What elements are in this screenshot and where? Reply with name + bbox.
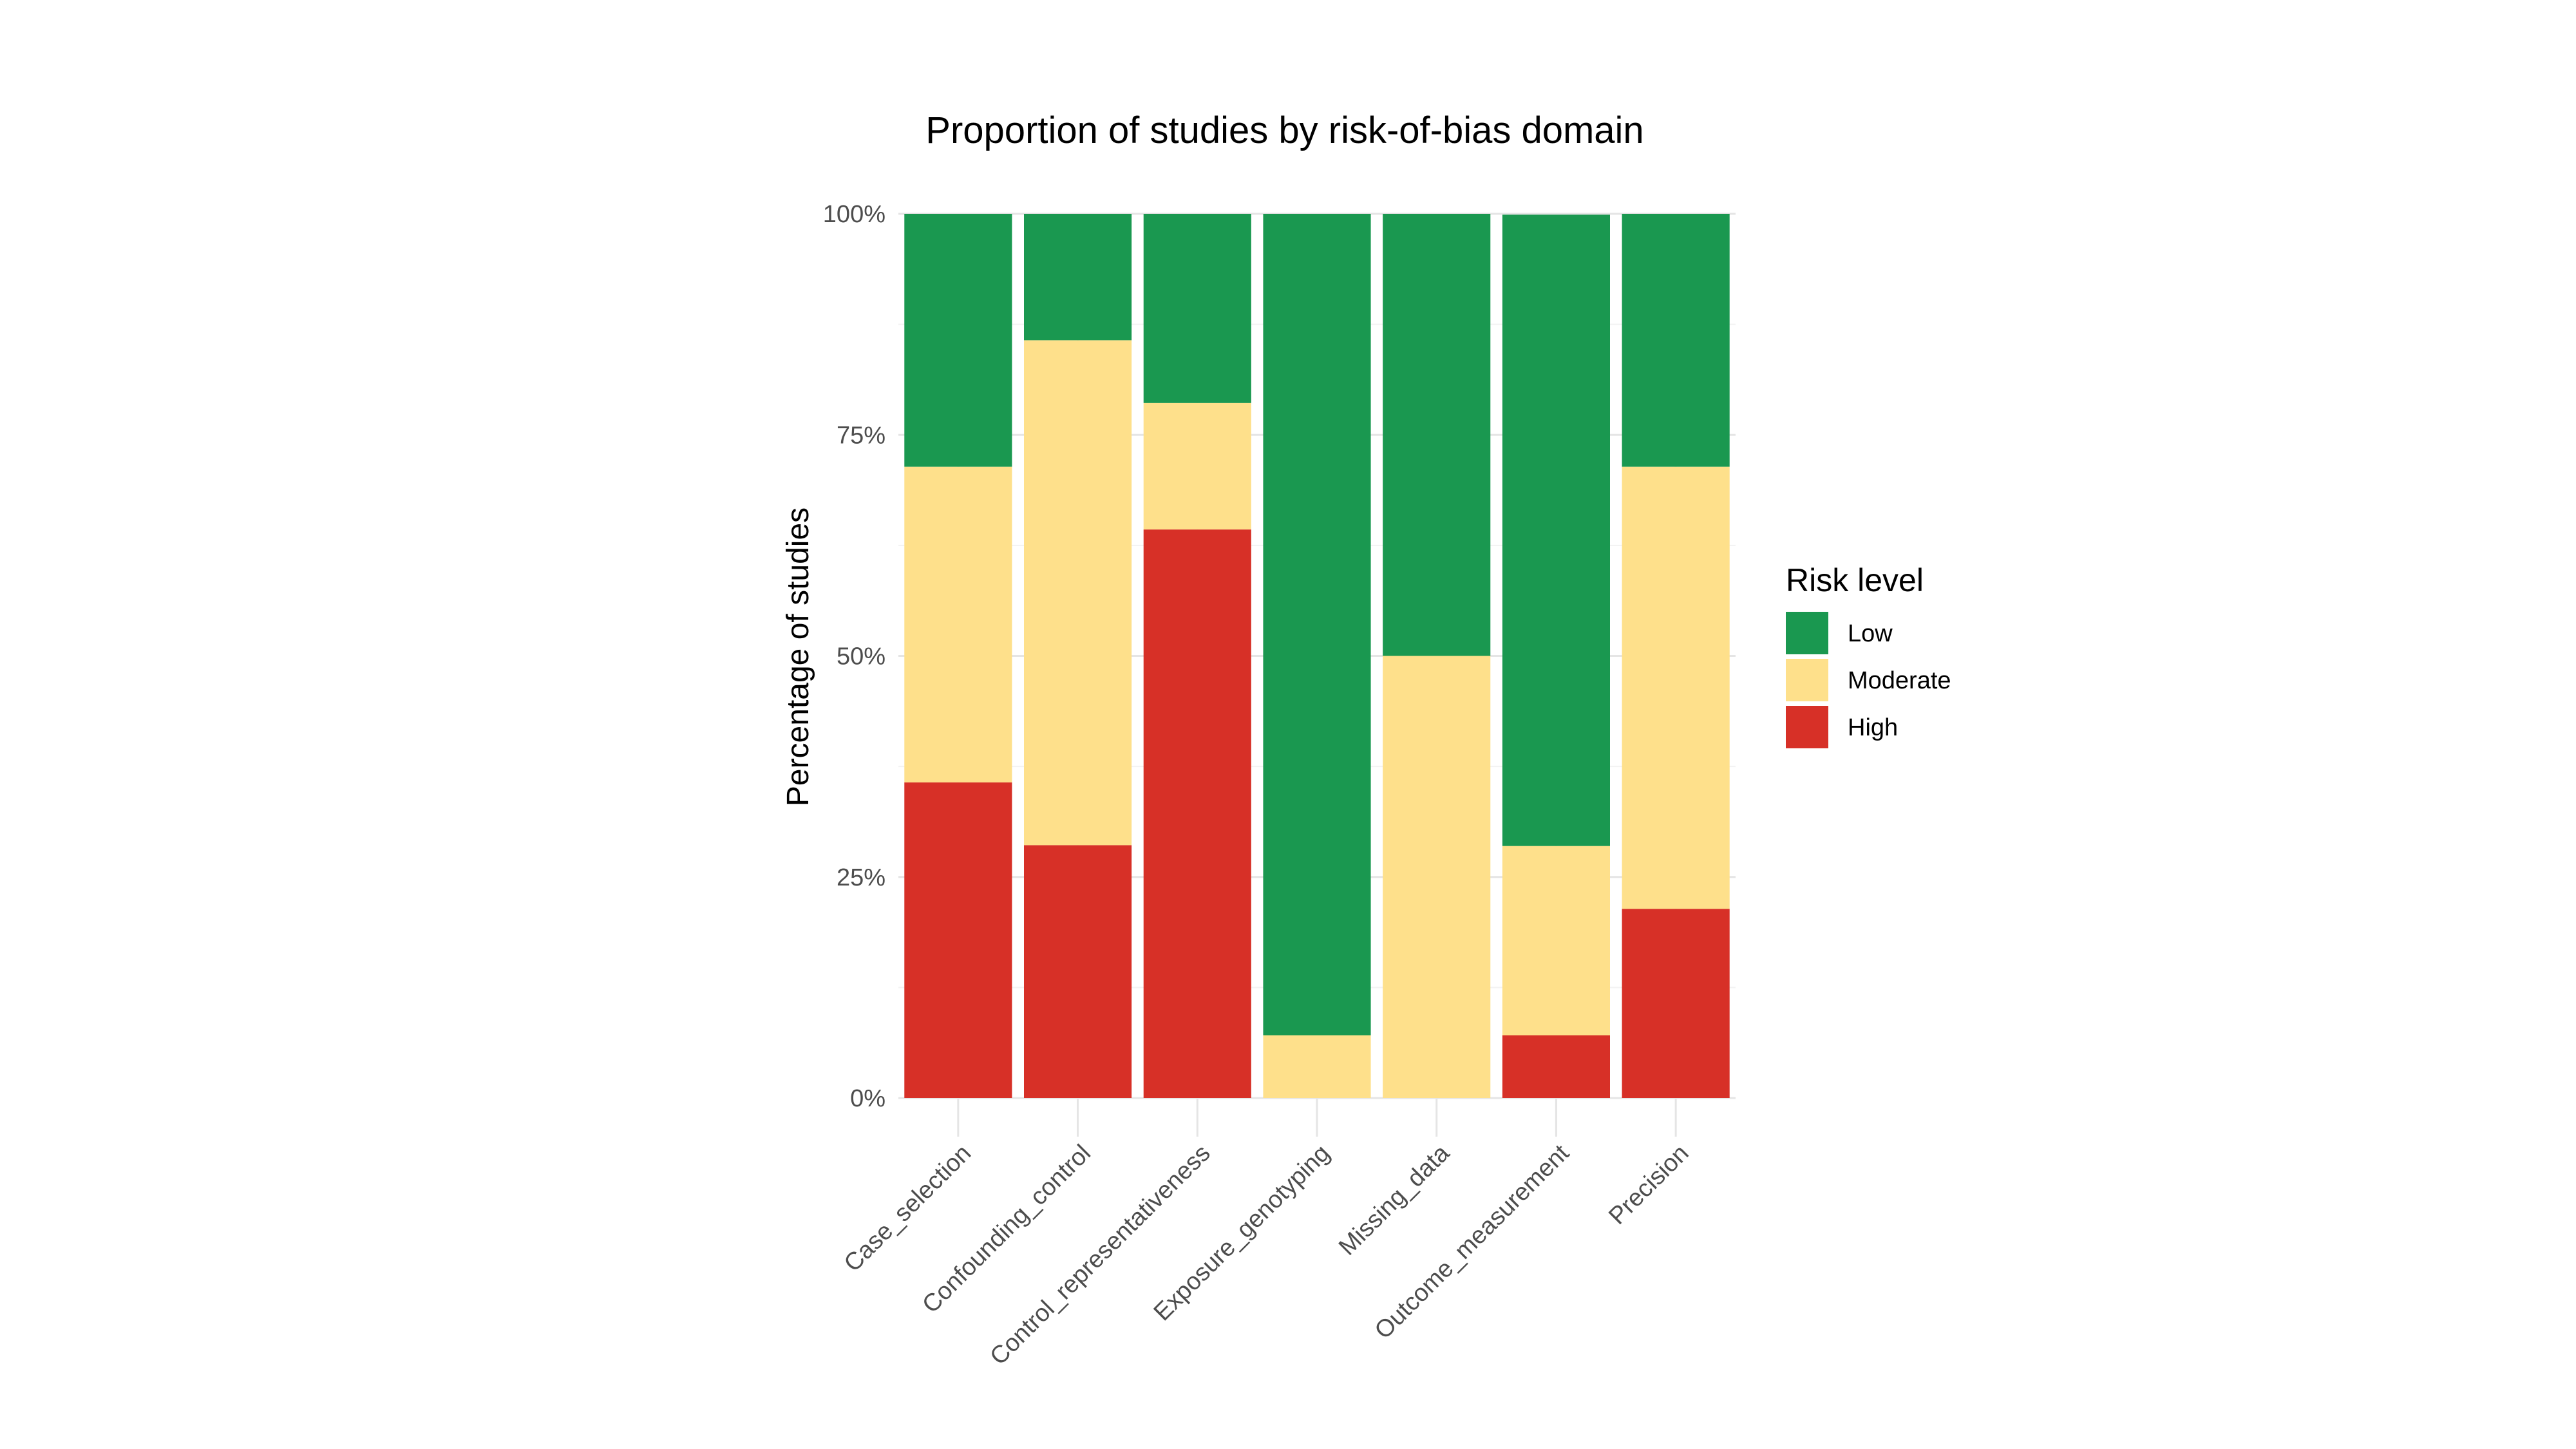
bar-segment-high: [1024, 845, 1132, 1098]
x-tick-label: Case_selection: [839, 1140, 976, 1277]
legend: Risk level Low Moderate High: [1786, 562, 1951, 748]
x-axis-ticks: Case_selectionConfounding_controlControl…: [839, 1139, 1694, 1370]
bar-segment-high: [1502, 1035, 1610, 1098]
legend-swatch-low: [1786, 612, 1828, 654]
bar-segment-high: [1143, 529, 1251, 1098]
bar-segment-low: [1502, 214, 1610, 846]
y-tick-label: 100%: [823, 201, 886, 228]
bar-segment-high: [1622, 909, 1730, 1098]
x-tick-label: Outcome_measurement: [1370, 1139, 1575, 1344]
bars: [904, 214, 1730, 1098]
bar-segment-low: [1263, 214, 1371, 1036]
bar-segment-moderate: [1383, 656, 1491, 1098]
bar-segment-high: [904, 782, 1012, 1098]
y-axis-title: Percentage of studies: [781, 507, 815, 806]
x-tick-label: Missing_data: [1334, 1139, 1455, 1261]
y-tick-label: 50%: [837, 643, 886, 670]
legend-label-high: High: [1848, 714, 1898, 741]
y-tick-label: 0%: [850, 1085, 886, 1112]
x-tick-label: Precision: [1604, 1140, 1694, 1230]
y-tick-label: 75%: [837, 422, 886, 449]
legend-swatch-moderate: [1786, 659, 1828, 701]
legend-title: Risk level: [1786, 562, 1924, 598]
legend-label-low: Low: [1848, 620, 1893, 647]
legend-swatch-high: [1786, 706, 1828, 748]
bar-segment-low: [1383, 214, 1491, 656]
legend-items: Low Moderate High: [1786, 612, 1951, 748]
bar-segment-low: [1143, 214, 1251, 403]
y-tick-label: 25%: [837, 864, 886, 891]
bar-segment-moderate: [904, 466, 1012, 782]
x-tick-label: Control_representativeness: [985, 1140, 1215, 1370]
bar-segment-moderate: [1622, 466, 1730, 909]
bar-segment-low: [1024, 214, 1132, 341]
bar-segment-moderate: [1024, 340, 1132, 846]
legend-label-moderate: Moderate: [1848, 667, 1951, 694]
chart-title: Proportion of studies by risk-of-bias do…: [925, 109, 1643, 151]
bar-segment-moderate: [1143, 402, 1251, 530]
y-axis-ticks: 0% 25% 50% 75% 100%: [823, 201, 886, 1112]
bar-segment-low: [904, 214, 1012, 467]
bar-segment-moderate: [1263, 1035, 1371, 1098]
bar-segment-low: [1622, 214, 1730, 467]
bar-segment-moderate: [1502, 846, 1610, 1036]
